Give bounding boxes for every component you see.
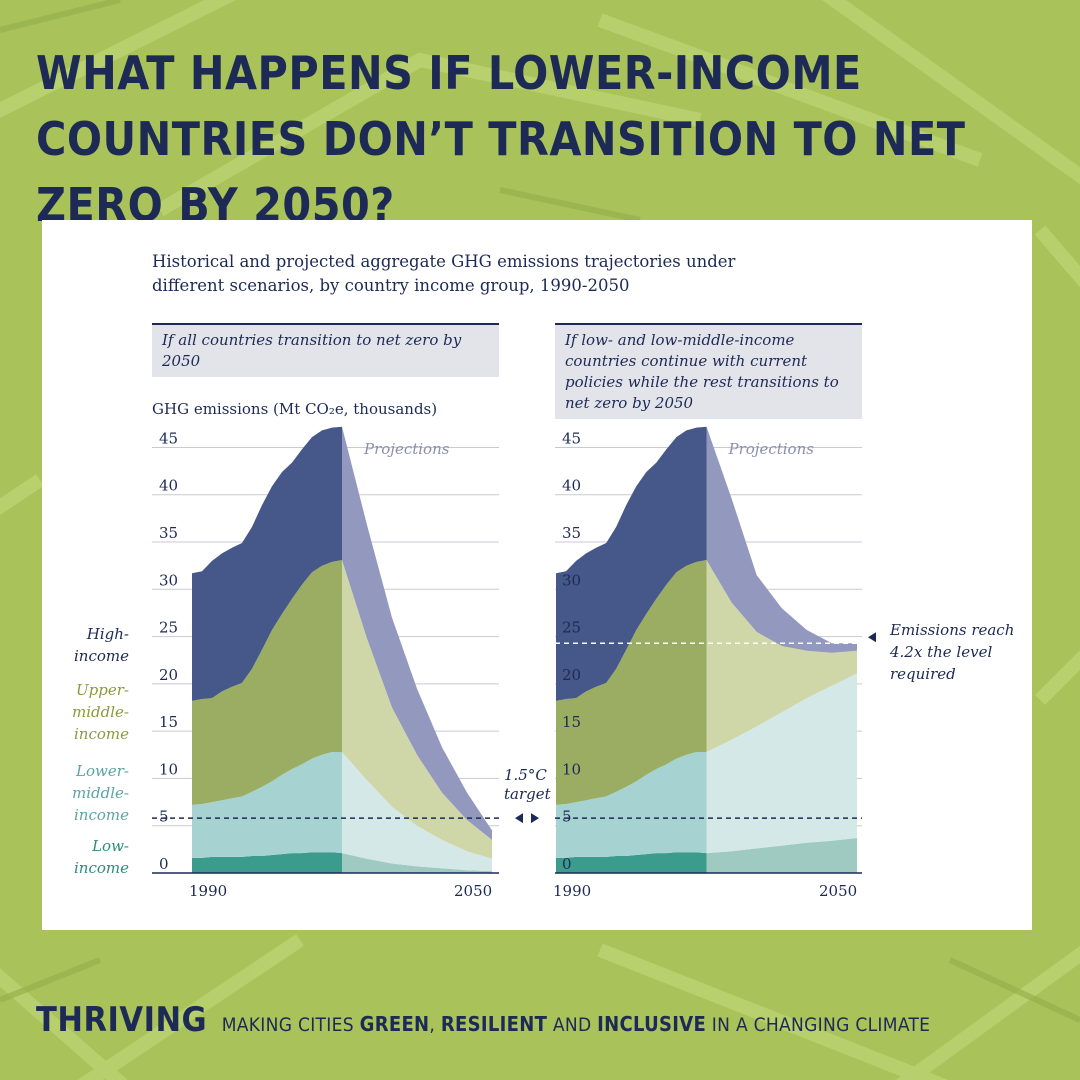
area-projection-lower-middle-income <box>706 673 857 854</box>
y-axis-label: GHG emissions (Mt CO₂e, thousands) <box>152 400 438 418</box>
legend-upper-middle-income-line: income <box>74 725 129 743</box>
emissions-reach-label: Emissions reach 4.2x the level required <box>889 621 1014 683</box>
area-projection-high-income <box>342 426 492 840</box>
legend-high-income: High-income <box>74 625 129 665</box>
arrow-left-icon <box>515 813 523 824</box>
target-label: 1.5°C target <box>504 766 552 803</box>
y-tick-label: 20 <box>562 666 581 684</box>
y-tick-label: 40 <box>562 477 581 495</box>
y-tick-label: 0 <box>562 855 572 873</box>
chart-title: Historical and projected aggregate GHG e… <box>152 252 736 295</box>
legend-upper-middle-income-line: Upper- <box>76 681 129 699</box>
y-tick-label: 45 <box>159 429 178 447</box>
y-tick-label: 25 <box>159 619 178 637</box>
area-historical-lower-middle-income <box>192 752 342 858</box>
y-tick-label: 35 <box>159 524 178 542</box>
y-tick-label: 45 <box>562 429 581 447</box>
legend-low-income-line: income <box>74 859 129 877</box>
y-tick-label: 15 <box>159 713 178 731</box>
chart-card: Historical and projected aggregate GHG e… <box>42 220 1032 930</box>
y-tick-label: 35 <box>562 524 581 542</box>
x-tick-label: 2050 <box>819 882 857 900</box>
arrow-left-icon <box>868 632 876 643</box>
emissions-reach-label-line: Emissions reach <box>889 621 1014 639</box>
y-tick-label: 5 <box>159 808 169 826</box>
legend-high-income-line: High- <box>86 625 129 643</box>
legend-low-income-line: Low- <box>91 837 129 855</box>
legend-lower-middle-income-line: middle- <box>72 784 129 802</box>
area-projection-low-income <box>342 853 492 873</box>
tagline-part: , <box>429 1014 441 1036</box>
y-tick-label: 0 <box>159 855 169 873</box>
area-historical-upper-middle-income <box>556 560 707 805</box>
area-historical-lower-middle-income <box>556 752 707 858</box>
legend-upper-middle-income: Upper-middle-income <box>72 681 129 743</box>
page-title: What happens if lower-income countries d… <box>36 46 966 232</box>
projections-label: Projections <box>728 440 815 458</box>
tagline-part: in a changing climate <box>706 1014 931 1036</box>
legend-lower-middle-income: Lower-middle-income <box>72 762 129 824</box>
legend-upper-middle-income-line: middle- <box>72 703 129 721</box>
tagline-green: green <box>359 1012 430 1036</box>
area-projection-lower-middle-income <box>342 752 492 872</box>
tagline: Making cities green, resilient and inclu… <box>221 1012 931 1036</box>
legend-lower-middle-income-line: Lower- <box>75 762 129 780</box>
legend-lower-middle-income-line: income <box>74 806 129 824</box>
projections-label: Projections <box>363 440 450 458</box>
area-projection-upper-middle-income <box>342 560 492 859</box>
x-tick-label: 1990 <box>553 882 591 900</box>
y-tick-label: 25 <box>562 619 581 637</box>
target-label-line: target <box>504 785 552 803</box>
area-projection-upper-middle-income <box>706 560 857 752</box>
area-historical-high-income <box>192 426 342 701</box>
x-tick-label: 2050 <box>454 882 492 900</box>
x-tick-label: 1990 <box>189 882 227 900</box>
y-tick-label: 30 <box>562 571 581 589</box>
footer: Thriving Making cities green, resilient … <box>36 1000 1066 1050</box>
y-tick-label: 10 <box>562 760 581 778</box>
tagline-inclusive: inclusive <box>597 1012 707 1036</box>
y-tick-label: 15 <box>562 713 581 731</box>
legend-high-income-line: income <box>74 647 129 665</box>
y-tick-label: 20 <box>159 666 178 684</box>
area-historical-low-income <box>192 852 342 873</box>
area-historical-low-income <box>556 852 707 873</box>
tagline-resilient: resilient <box>440 1012 548 1036</box>
tagline-part: Making cities <box>221 1014 360 1036</box>
y-tick-label: 5 <box>562 808 572 826</box>
brand-logo-text: Thriving <box>36 1000 208 1040</box>
y-tick-label: 10 <box>159 760 178 778</box>
tagline-part: and <box>547 1014 598 1036</box>
area-historical-high-income <box>556 426 707 701</box>
area-projection-low-income <box>706 838 857 873</box>
emissions-reach-label-line: 4.2x the level <box>889 643 992 661</box>
scenario-right-label: If low- and low-middle-income countries … <box>555 323 862 419</box>
legend-low-income: Low-income <box>74 837 129 877</box>
y-tick-label: 30 <box>159 571 178 589</box>
area-historical-upper-middle-income <box>192 560 342 805</box>
scenario-left-label: If all countries transition to net zero … <box>152 323 499 377</box>
area-projection-high-income <box>706 426 857 653</box>
y-tick-label: 40 <box>159 477 178 495</box>
arrow-right-icon <box>531 813 539 824</box>
emissions-reach-label-line: required <box>890 665 956 683</box>
target-label-line: 1.5°C <box>504 766 547 784</box>
